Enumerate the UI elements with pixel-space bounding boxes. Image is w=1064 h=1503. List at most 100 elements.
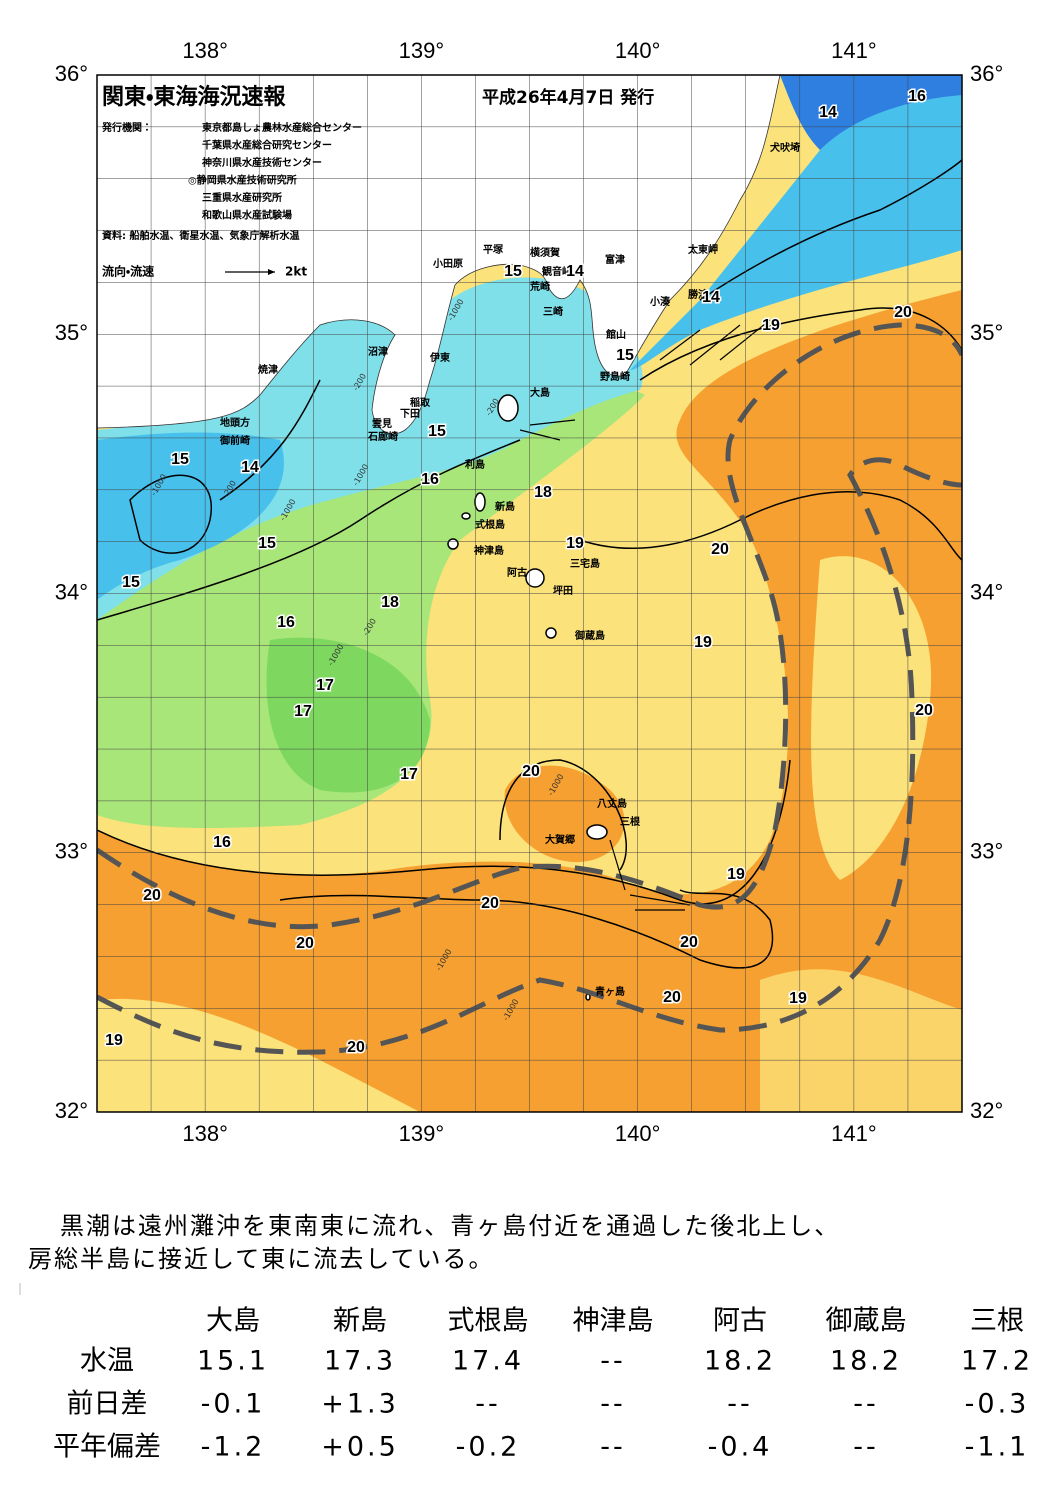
description-line: 房総半島に接近して東に流去している。 (28, 1245, 495, 1273)
current-arrows (519, 319, 771, 911)
place-name: 三崎 (543, 305, 563, 318)
sea-colder (97, 432, 284, 600)
isotherm-label: 19 (694, 634, 712, 651)
place-name: 太東岬 (687, 243, 718, 256)
lon-label: 140° (615, 38, 661, 63)
table-cell: -0.1 (201, 1389, 266, 1420)
place-name: 新島 (494, 500, 515, 513)
island (545, 627, 557, 639)
place-name: 勝浦 (688, 288, 708, 301)
isotherm-label: 18 (381, 594, 399, 611)
isotherm (499, 759, 627, 871)
publisher: 千葉県水産総合研究センター (202, 139, 332, 152)
isotherm-label: 19 (762, 317, 780, 334)
table-header: 三根 (970, 1306, 1024, 1337)
isotherm-label: 14 (702, 289, 720, 306)
description-line: 黒潮は遠州灘沖を東南東に流れ、青ヶ島付近を通過した後北上し、 (60, 1212, 840, 1240)
isotherm-label: 20 (347, 1039, 365, 1056)
sources: 資料: 船舶水温、衛星水温、気象庁解析水温 (102, 229, 299, 242)
place-name: 沼津 (368, 345, 388, 358)
table-cell: +0.5 (321, 1432, 399, 1463)
table-cell: 17.2 (961, 1346, 1033, 1377)
publisher: 三重県水産研究所 (202, 191, 282, 204)
lat-label: 36° (970, 61, 1003, 86)
sea-colder (630, 90, 962, 370)
lat-label: 36° (55, 61, 88, 86)
isotherm (219, 379, 321, 501)
table-cell: -- (600, 1389, 626, 1420)
isotherm-label: 15 (171, 451, 189, 468)
table-cell: 15.1 (197, 1346, 269, 1377)
island (586, 824, 608, 840)
place-name: 平塚 (483, 243, 504, 256)
place-name: 石廊崎 (367, 430, 398, 443)
isotherm-label: 20 (915, 702, 933, 719)
table-cell: -0.3 (965, 1389, 1030, 1420)
place-name: 阿古 (507, 566, 527, 579)
isotherm-label: 20 (711, 541, 729, 558)
isotherm-label: 19 (566, 535, 584, 552)
isotherm-label: 19 (727, 866, 745, 883)
isotherm-label: 17 (400, 766, 418, 783)
publisher: ◎静岡県水産技術研究所 (188, 174, 297, 187)
table-cell: -0.2 (456, 1432, 521, 1463)
table-cell: -1.2 (201, 1432, 266, 1463)
isotherm-label: 20 (522, 763, 540, 780)
sea-cool (97, 390, 645, 828)
table-cell: -- (727, 1389, 753, 1420)
table-header: 神津島 (573, 1306, 654, 1337)
isotherm-label: 15 (122, 574, 140, 591)
isotherm-label: 19 (789, 990, 807, 1007)
isotherm-label: 15 (428, 423, 446, 440)
isotherm-label: 20 (481, 895, 499, 912)
place-name: 大賀郷 (545, 833, 575, 846)
lon-label: 138° (182, 1121, 228, 1146)
place-name: 三根 (620, 815, 641, 828)
legend-arrowhead (268, 269, 275, 275)
map-frame (96, 74, 963, 1113)
isotherm (639, 307, 962, 381)
publisher: 東京都島しょ農林水産総合センター (202, 121, 362, 134)
legend-label: 流向・流速 (102, 264, 154, 279)
isotherm (279, 889, 774, 969)
place-name: 観音崎 (542, 265, 572, 278)
place-name: 雲見 (372, 418, 392, 430)
lat-label: 35° (970, 320, 1003, 345)
isotherm-labels: 14 16 15 14 14 19 20 15 15 15 14 16 18 19 20 15 15 18 16 19… (104, 87, 935, 1058)
place-name: 稲取 (410, 396, 431, 409)
table-header: 大島 (206, 1306, 260, 1337)
place-name: 地頭方 (220, 416, 250, 429)
sea-coldest (780, 75, 962, 150)
isotherm-label: 16 (277, 614, 295, 631)
table-cell: -- (853, 1432, 879, 1463)
place-name: 下田 (400, 408, 420, 420)
axis-line (97, 457, 962, 1055)
isotherm-label: 19 (105, 1032, 123, 1049)
sea-warm-patch (811, 556, 932, 880)
sea-warm-patch (760, 969, 962, 1112)
island (447, 538, 459, 550)
isotherm-label: 14 (566, 263, 584, 280)
table-cell: 18.2 (830, 1346, 902, 1377)
place-name: 野島崎 (600, 370, 630, 383)
table-cell: -0.4 (708, 1432, 773, 1463)
lat-label: 32° (55, 1098, 88, 1123)
place-name: 三宅島 (570, 557, 600, 570)
table-header: 新島 (333, 1306, 387, 1337)
isotherm-label: 16 (908, 88, 926, 105)
islands (447, 394, 608, 1001)
sea-cool-core (266, 637, 430, 793)
place-name: 青ヶ島 (595, 985, 625, 998)
lat-label: 34° (970, 579, 1003, 604)
isotherm-label: 20 (663, 989, 681, 1006)
lon-label: 139° (399, 1121, 445, 1146)
sea-warm-patch (97, 998, 420, 1112)
place-name: 八丈島 (597, 797, 627, 810)
isotherm-label: 20 (680, 934, 698, 951)
arrow (659, 329, 701, 361)
lat-label: 34° (55, 579, 88, 604)
lat-label: 33° (970, 839, 1003, 864)
island (497, 394, 519, 422)
table-cell: -- (600, 1432, 626, 1463)
lon-label: 139° (399, 38, 445, 63)
